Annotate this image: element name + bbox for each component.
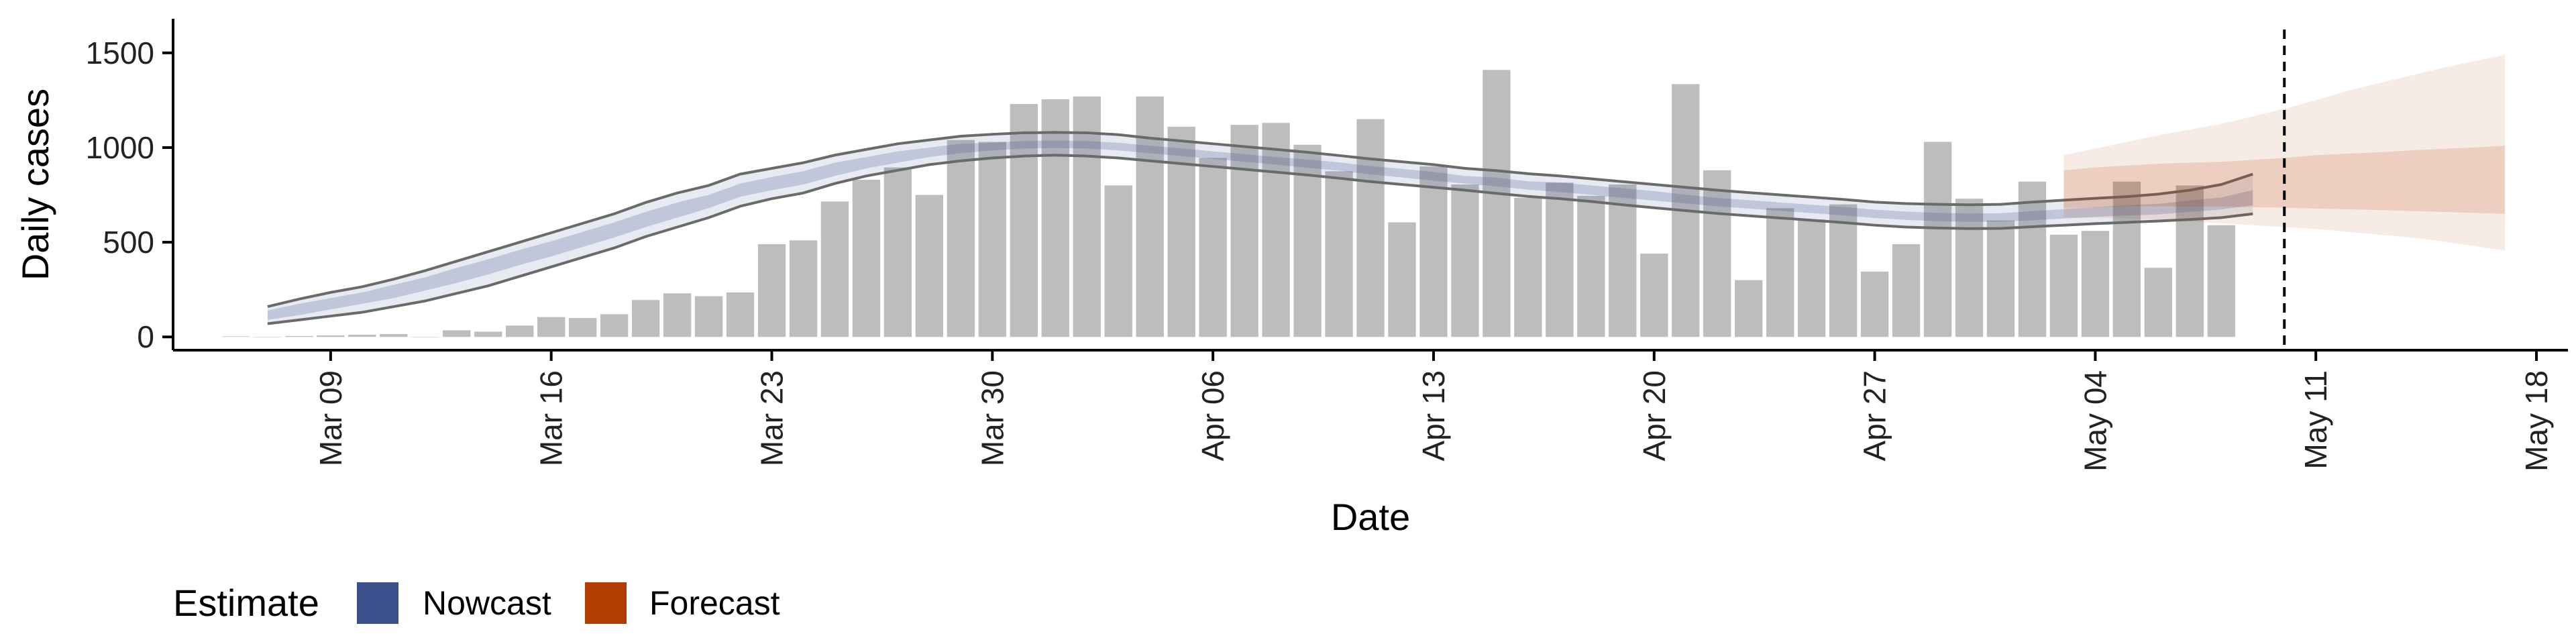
y-tick-label: 500 (103, 225, 154, 260)
bar (852, 179, 881, 337)
bar (1136, 96, 1164, 337)
legend-title: Estimate (173, 582, 319, 624)
x-axis-title: Date (1331, 496, 1410, 538)
legend: Estimate Nowcast Forecast (173, 582, 780, 624)
bar (1451, 184, 1479, 337)
legend-label-nowcast: Nowcast (423, 584, 551, 622)
bar (2176, 185, 2204, 337)
x-tick-label: Apr 27 (1858, 370, 1892, 462)
bar (726, 292, 755, 337)
y-ticks: 0 500 1000 1500 (86, 36, 173, 354)
bar (1577, 195, 1605, 337)
y-axis-title: Daily cases (14, 89, 56, 280)
bar (1262, 123, 1290, 337)
bar (537, 317, 566, 337)
bar (348, 334, 376, 337)
bar (1419, 166, 1448, 337)
bar (1735, 280, 1763, 337)
y-tick-label: 1000 (86, 130, 154, 165)
bar (2081, 231, 2110, 337)
bar (694, 296, 723, 337)
y-tick-label: 0 (137, 319, 154, 354)
x-ticks: Mar 09 Mar 16 Mar 23 Mar 30 Apr 06 Apr 13 Apr … (313, 350, 2554, 472)
x-tick-label: May 18 (2519, 370, 2554, 472)
x-tick-label: Mar 09 (313, 370, 348, 466)
axes-layer (172, 19, 2568, 352)
bar (1955, 199, 1984, 337)
bar (789, 240, 818, 337)
x-tick-label: Apr 06 (1195, 370, 1230, 462)
bar (2018, 181, 2047, 337)
x-tick-label: Apr 13 (1416, 370, 1451, 462)
bar (883, 167, 912, 337)
bar (317, 335, 345, 337)
bar (222, 336, 250, 337)
bar (978, 142, 1006, 337)
bar (1609, 184, 1637, 337)
bar (2112, 181, 2141, 337)
bar (285, 335, 313, 337)
bar (1829, 204, 1858, 337)
bar (1892, 244, 1921, 337)
bar (820, 201, 849, 337)
bar (506, 325, 534, 337)
bar (1766, 208, 1794, 337)
bar (1073, 96, 1101, 337)
bar (1797, 219, 1826, 337)
bar (1483, 70, 1511, 337)
bar (1199, 158, 1227, 337)
bar (600, 314, 629, 337)
x-tick-label: Mar 23 (755, 370, 790, 466)
bar (1860, 271, 1889, 337)
bar (2049, 234, 2078, 337)
bar (380, 334, 408, 337)
bar (1230, 125, 1258, 337)
legend-swatch-nowcast (357, 582, 398, 624)
bar (915, 195, 944, 337)
nowcast-upper-line (267, 131, 2253, 309)
nowcast-lower-line (267, 154, 2253, 325)
bar (1388, 222, 1416, 337)
y-tick-label: 1500 (86, 36, 154, 70)
x-tick-label: May 11 (2298, 370, 2333, 469)
bar (947, 140, 975, 337)
x-tick-label: Apr 20 (1637, 370, 1672, 462)
forecast-outer-band (2063, 54, 2506, 251)
bar (2144, 268, 2173, 337)
bar (568, 318, 597, 337)
bar (1104, 185, 1132, 337)
bar (474, 331, 502, 337)
bar (1041, 99, 1069, 337)
bar (1923, 142, 1952, 337)
x-tick-label: Mar 30 (975, 370, 1010, 466)
bar (663, 293, 692, 337)
bars-layer (222, 70, 2235, 337)
bar (443, 330, 471, 337)
bar (1546, 182, 1574, 337)
legend-swatch-forecast (585, 582, 627, 624)
bar (1703, 170, 1731, 337)
bar (1356, 119, 1385, 337)
bar (1640, 254, 1668, 337)
bar (1986, 220, 2015, 337)
bar (2207, 225, 2235, 337)
bar (1514, 197, 1542, 337)
x-tick-label: May 04 (2078, 370, 2112, 472)
nowcast-outer-band (267, 132, 2253, 324)
nowcast-inner-band (267, 140, 2253, 320)
bar (757, 244, 786, 337)
bar (1010, 104, 1038, 337)
legend-label-forecast: Forecast (649, 584, 780, 622)
bar (1325, 171, 1353, 337)
x-tick-label: Mar 16 (534, 370, 569, 466)
bar (631, 300, 660, 337)
